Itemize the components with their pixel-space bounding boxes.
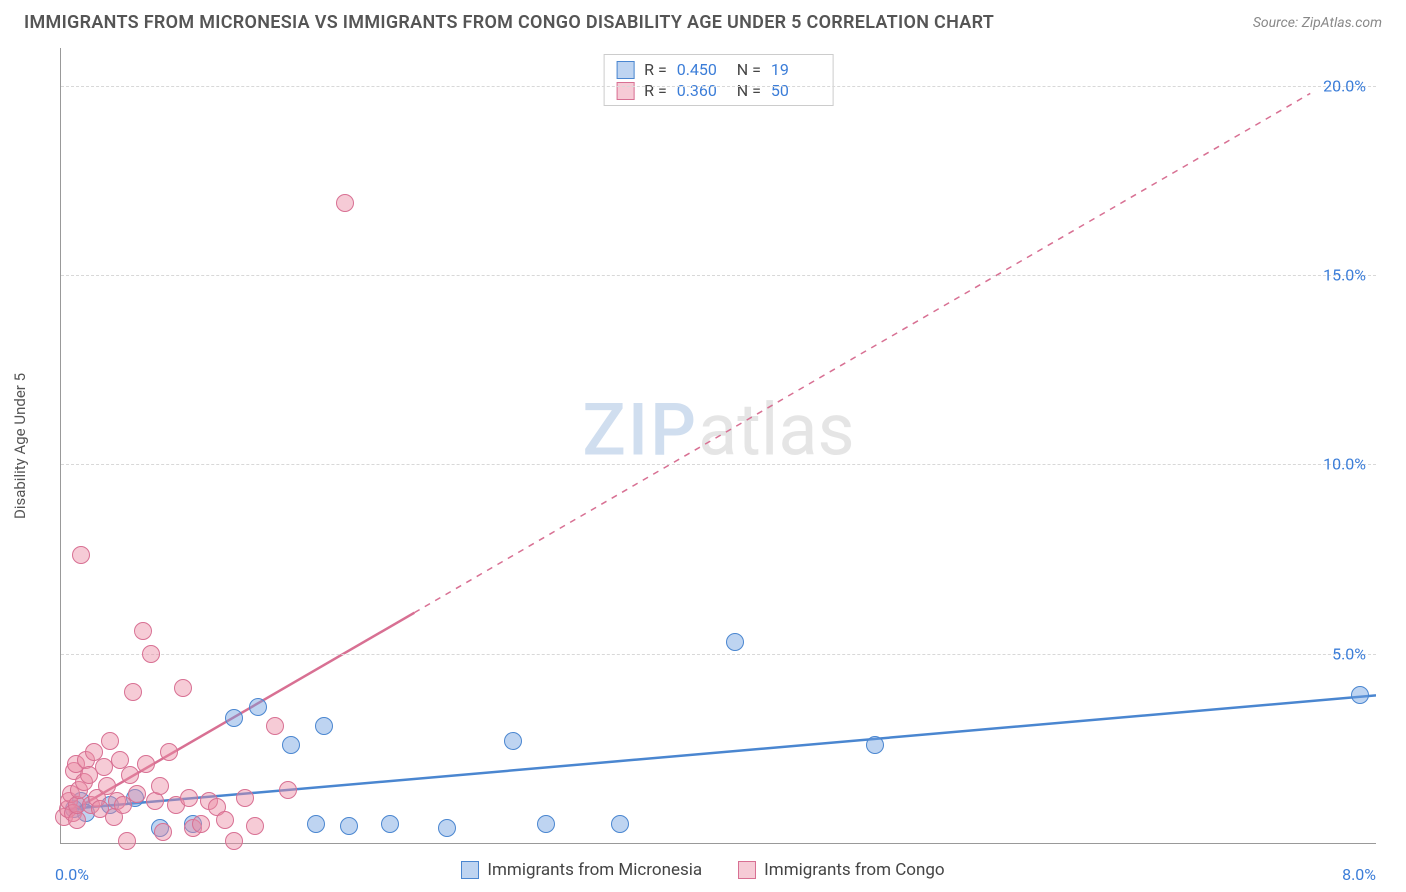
chart-area: ZIPatlas R = 0.450 N = 19 R = 0.360 N = … — [60, 48, 1376, 844]
legend-swatch-micronesia — [616, 61, 634, 79]
watermark-zip: ZIP — [582, 387, 698, 472]
legend-n-value-micronesia: 19 — [771, 60, 821, 79]
y-tick-label: 10.0% — [1323, 455, 1366, 474]
data-point-congo — [101, 732, 119, 750]
data-point-congo — [151, 777, 169, 795]
y-tick-label: 5.0% — [1332, 644, 1366, 663]
data-point-congo — [160, 743, 178, 761]
gridline — [61, 86, 1376, 87]
watermark-atlas: atlas — [698, 387, 855, 472]
legend-stats-row-congo: R = 0.360 N = 50 — [616, 80, 821, 101]
legend-r-value-congo: 0.360 — [677, 81, 727, 100]
legend-series: Immigrants from Micronesia Immigrants fr… — [0, 860, 1406, 880]
watermark: ZIPatlas — [582, 387, 854, 472]
chart-title: IMMIGRANTS FROM MICRONESIA VS IMMIGRANTS… — [24, 12, 994, 33]
legend-swatch-micronesia — [461, 861, 479, 879]
trend-lines — [61, 48, 1376, 843]
data-point-micronesia — [282, 736, 300, 754]
y-axis-label: Disability Age Under 5 — [11, 373, 29, 519]
legend-r-label: R = — [644, 60, 667, 79]
data-point-congo — [142, 645, 160, 663]
data-point-micronesia — [249, 698, 267, 716]
data-point-congo — [118, 832, 136, 850]
data-point-congo — [134, 622, 152, 640]
data-point-micronesia — [1351, 686, 1369, 704]
data-point-congo — [216, 811, 234, 829]
gridline — [61, 464, 1376, 465]
data-point-congo — [128, 785, 146, 803]
legend-item-micronesia: Immigrants from Micronesia — [461, 860, 702, 880]
data-point-congo — [154, 823, 172, 841]
data-point-congo — [95, 758, 113, 776]
trend-solid-micronesia — [69, 695, 1376, 809]
legend-label-micronesia: Immigrants from Micronesia — [487, 860, 702, 880]
data-point-congo — [124, 683, 142, 701]
trend-dashed-congo — [414, 93, 1310, 612]
legend-stats-row-micronesia: R = 0.450 N = 19 — [616, 59, 821, 80]
source-attribution: Source: ZipAtlas.com — [1253, 15, 1382, 31]
legend-stats: R = 0.450 N = 19 R = 0.360 N = 50 — [603, 54, 834, 106]
data-point-micronesia — [726, 633, 744, 651]
gridline — [61, 275, 1376, 276]
data-point-micronesia — [315, 717, 333, 735]
data-point-congo — [121, 766, 139, 784]
legend-swatch-congo — [616, 82, 634, 100]
data-point-congo — [180, 789, 198, 807]
legend-label-congo: Immigrants from Congo — [764, 860, 944, 880]
data-point-congo — [266, 717, 284, 735]
y-tick-label: 15.0% — [1323, 266, 1366, 285]
data-point-congo — [174, 679, 192, 697]
data-point-congo — [137, 755, 155, 773]
legend-item-congo: Immigrants from Congo — [738, 860, 944, 880]
data-point-congo — [279, 781, 297, 799]
trend-solid-congo — [69, 613, 414, 813]
data-point-congo — [225, 832, 243, 850]
data-point-micronesia — [307, 815, 325, 833]
data-point-micronesia — [504, 732, 522, 750]
data-point-micronesia — [611, 815, 629, 833]
y-tick-label: 20.0% — [1323, 76, 1366, 95]
legend-n-label: N = — [737, 81, 761, 100]
data-point-micronesia — [381, 815, 399, 833]
data-point-congo — [192, 815, 210, 833]
legend-r-label: R = — [644, 81, 667, 100]
legend-n-value-congo: 50 — [771, 81, 821, 100]
data-point-micronesia — [438, 819, 456, 837]
data-point-congo — [72, 546, 90, 564]
legend-n-label: N = — [737, 60, 761, 79]
data-point-congo — [246, 817, 264, 835]
data-point-micronesia — [225, 709, 243, 727]
legend-swatch-congo — [738, 861, 756, 879]
data-point-congo — [236, 789, 254, 807]
data-point-micronesia — [866, 736, 884, 754]
data-point-micronesia — [340, 817, 358, 835]
data-point-congo — [336, 194, 354, 212]
gridline — [61, 654, 1376, 655]
plot-region: ZIPatlas R = 0.450 N = 19 R = 0.360 N = … — [60, 48, 1376, 844]
legend-r-value-micronesia: 0.450 — [677, 60, 727, 79]
data-point-micronesia — [537, 815, 555, 833]
